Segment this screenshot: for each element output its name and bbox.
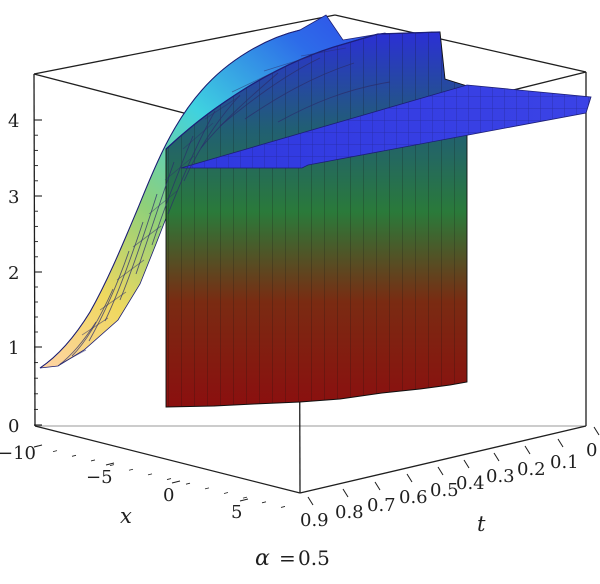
t-tick-mark — [342, 488, 349, 498]
surface-grid-line — [219, 57, 321, 127]
surface-cross-line — [59, 349, 87, 365]
x-minor-tick — [147, 473, 153, 476]
t-tick-mark — [374, 481, 381, 491]
surface-cross-line — [300, 47, 347, 57]
surface-grid-line — [167, 110, 216, 215]
caption-value: 0.5 — [298, 546, 330, 570]
x-minor-tick — [90, 459, 96, 462]
x-minor-tick — [242, 496, 248, 499]
t-tick-mark — [437, 466, 444, 476]
left-surface-grid — [57, 47, 391, 367]
surface-grid-line — [183, 94, 241, 182]
top-plane-grid — [181, 85, 591, 168]
t-tick-mark — [406, 473, 413, 483]
z-tick-label: 0 — [8, 416, 19, 437]
x-minor-tick — [185, 482, 191, 485]
x-minor-tick — [204, 487, 210, 490]
surface-cross-line — [81, 317, 109, 336]
surface-cross-line — [99, 291, 127, 311]
surface-grid-line — [200, 72, 279, 149]
box-edge-left-vertical — [33, 73, 36, 427]
t-tick-label: 0.7 — [367, 495, 396, 516]
t-tick-label: 0.4 — [456, 473, 485, 494]
z-tick-label: 1 — [8, 338, 19, 359]
t-tick-label: 0.6 — [399, 487, 428, 508]
t-tick-label: 0.8 — [335, 502, 364, 523]
surface-group — [39, 14, 592, 408]
z-axis-ticks: 0 1 2 3 4 — [8, 111, 42, 437]
caption-symbol: α — [255, 546, 270, 571]
x-tick-mark — [239, 498, 249, 502]
t-tick-mark — [463, 459, 470, 469]
surface-grid-line — [244, 62, 355, 120]
box-edge-back-top-left — [33, 14, 336, 75]
surface-cross-line — [132, 225, 162, 248]
t-tick-label: 0.5 — [430, 480, 459, 501]
surface-grid-line — [119, 193, 158, 301]
surface-grid-line — [277, 81, 391, 123]
ridge-line — [165, 31, 441, 150]
surface-cross-line — [116, 259, 145, 281]
x-tick-mark — [105, 462, 115, 466]
t-tick-label: 0 — [586, 440, 597, 461]
t-tick-mark — [593, 426, 600, 436]
z-tick-label: 3 — [8, 187, 19, 208]
t-tick-mark — [493, 452, 500, 462]
caption: α = 0.5 — [255, 546, 330, 571]
x-minor-tick — [33, 445, 39, 448]
t-tick-label: 0.9 — [300, 510, 329, 531]
surface-cross-line — [164, 155, 195, 181]
t-tick-mark — [524, 445, 531, 455]
x-minor-tick — [71, 454, 77, 457]
surface-cross-line — [204, 95, 241, 120]
x-axis-ticks: −10 −5 0 5 — [0, 443, 286, 523]
x-minor-tick — [128, 468, 134, 471]
surface-cross-line — [182, 122, 214, 150]
x-minor-tick — [109, 464, 115, 466]
t-tick-label: 0.3 — [486, 466, 515, 487]
surface-cross-line — [231, 71, 275, 93]
x-minor-tick — [261, 501, 267, 504]
box-edge-bottom-front-right — [299, 425, 587, 494]
t-tick-label: 0.2 — [517, 459, 546, 480]
surface-grid-line — [88, 250, 130, 342]
caption-equals: = — [279, 546, 296, 570]
surface-cross-line — [148, 190, 178, 215]
x-minor-tick — [223, 492, 229, 494]
x-minor-tick — [166, 478, 172, 480]
t-axis-ticks: 0.9 0.8 0.7 0.6 0.50.4 0.3 0.2 0.1 0 — [300, 426, 600, 531]
z-tick-label: 2 — [8, 263, 19, 284]
x-tick-label: −10 — [0, 443, 36, 464]
x-tick-label: 0 — [163, 485, 174, 506]
left-surface-edge — [39, 29, 301, 369]
x-tick-label: 5 — [231, 502, 242, 523]
x-axis-label: x — [120, 504, 132, 528]
surface-grid-line — [151, 135, 194, 246]
t-axis-label: t — [477, 512, 486, 536]
x-minor-tick — [280, 506, 286, 508]
surface-grid-line — [135, 161, 175, 275]
x-tick-label: −5 — [86, 467, 113, 488]
t-tick-mark — [307, 496, 314, 506]
surface-cross-line — [263, 55, 313, 72]
t-tick-mark — [557, 438, 564, 448]
x-tick-mark — [171, 480, 181, 484]
z-tick-label: 4 — [8, 111, 19, 132]
box-edge-back-top-right — [334, 14, 587, 73]
t-tick-label: 0.1 — [550, 452, 579, 473]
box-edge-bottom-front-left — [34, 425, 301, 494]
x-minor-tick — [52, 450, 58, 453]
